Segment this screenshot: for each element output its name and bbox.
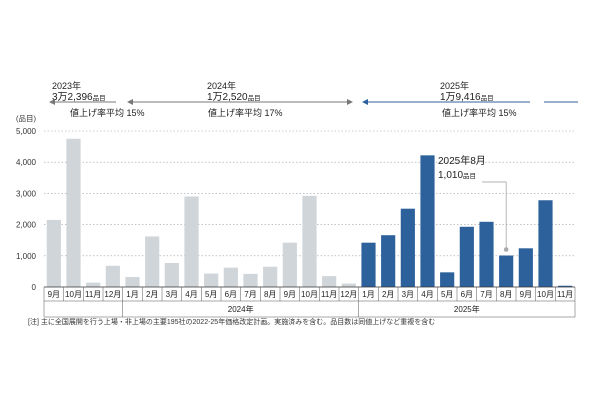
category-label: 6月 (225, 290, 237, 299)
y-tick-label: 3,000 (16, 189, 37, 198)
category-label: 8月 (500, 290, 512, 299)
category-label: 5月 (441, 290, 453, 299)
category-label: 1月 (362, 290, 374, 299)
category-label: 4月 (421, 290, 433, 299)
summary-2023-count: 3万2,396品目 (52, 92, 106, 103)
period-arrow-2024 (127, 99, 353, 105)
bar (400, 208, 415, 287)
bar (361, 242, 376, 287)
category-label: 10月 (301, 290, 318, 299)
y-axis-unit: (品目) (16, 114, 36, 123)
year-label: 2024年 (228, 304, 254, 314)
category-label: 2月 (146, 290, 158, 299)
bar (105, 265, 120, 287)
y-tick-label: 1,000 (16, 252, 37, 261)
category-labels: 9月 10月 11月 12月 1月 2月 3月 4月 5月 6月 7月 8月 9月 10月 11月 12月 1月… (48, 290, 574, 299)
bar (204, 273, 219, 287)
category-label: 6月 (461, 290, 473, 299)
summary-2024: 2024年 1万2,520品目 値上げ率平均 17% (207, 80, 283, 118)
category-label: 9月 (284, 290, 296, 299)
bar (46, 219, 61, 287)
category-label: 7月 (244, 290, 256, 299)
summary-2023: 2023年 3万2,396品目 値上げ率平均 15% (52, 80, 145, 118)
y-tick-labels: 0 1,000 2,000 3,000 4,000 5,000 (16, 127, 37, 292)
summary-2023-year: 2023年 (52, 80, 81, 91)
summary-2024-rate: 値上げ率平均 17% (208, 107, 283, 118)
y-tick-label: 4,000 (16, 158, 37, 167)
bar (164, 262, 179, 287)
bar (243, 273, 258, 287)
bar (341, 283, 356, 287)
summary-2025: 2025年 1万9,416品目 値上げ率平均 15% (440, 80, 517, 118)
summary-2025-count: 1万9,416品目 (440, 92, 494, 103)
category-label: 3月 (402, 290, 414, 299)
category-label: 11月 (321, 290, 337, 299)
callout-dot (503, 247, 509, 252)
category-label: 2月 (382, 290, 394, 299)
callout-line1: 2025年8月 (438, 154, 486, 167)
summary-2025-rate: 値上げ率平均 15% (442, 107, 517, 118)
bar (282, 242, 297, 287)
bar (440, 272, 455, 287)
bar (558, 285, 573, 287)
bar (223, 267, 238, 287)
year-label: 2025年 (454, 304, 480, 314)
category-label: 9月 (520, 290, 532, 299)
category-label: 1月 (126, 290, 138, 299)
y-tick-label: 2,000 (16, 221, 37, 230)
x-axis (43, 286, 576, 318)
bar (322, 276, 337, 287)
summary-2024-count: 1万2,520品目 (207, 92, 261, 103)
category-label: 7月 (480, 290, 492, 299)
summary-2024-year: 2024年 (207, 80, 236, 91)
category-label: 12月 (104, 290, 121, 299)
category-label: 12月 (340, 290, 357, 299)
category-label: 10月 (65, 290, 82, 299)
callout-leader (482, 181, 507, 250)
bar (518, 248, 533, 287)
bar (538, 200, 553, 287)
footnote: [注] 主に全国展開を行う上場・非上場の主要195社の2022-25年価格改定計… (28, 319, 436, 326)
bar (184, 196, 199, 287)
category-label: 11月 (85, 290, 101, 299)
bar (86, 282, 101, 287)
bar (263, 266, 278, 287)
bar (420, 155, 435, 287)
category-label: 11月 (557, 290, 573, 299)
y-tick-label: 0 (32, 283, 37, 292)
bar (459, 226, 474, 287)
bar (499, 255, 514, 287)
callout-aug-2025: 2025年8月 1,010品目 (438, 154, 509, 252)
y-tick-label: 5,000 (16, 127, 37, 136)
category-label: 4月 (185, 290, 197, 299)
year-labels: 2024年 2025年 (228, 304, 480, 314)
bar (125, 277, 140, 287)
category-label: 5月 (205, 290, 217, 299)
category-label: 3月 (166, 290, 178, 299)
bar (381, 235, 396, 287)
summary-2025-year: 2025年 (440, 80, 469, 91)
period-arrow-2023 (49, 99, 116, 105)
category-label: 8月 (264, 290, 276, 299)
bar (479, 221, 494, 287)
callout-line2: 1,010品目 (438, 170, 476, 181)
bars (46, 138, 573, 287)
category-label: 9月 (48, 290, 60, 299)
bar (145, 236, 160, 287)
category-label: 10月 (537, 290, 554, 299)
bar (302, 195, 317, 287)
bar (66, 138, 81, 287)
summary-2023-rate: 値上げ率平均 15% (70, 107, 145, 118)
period-arrow-2025 (362, 99, 578, 105)
